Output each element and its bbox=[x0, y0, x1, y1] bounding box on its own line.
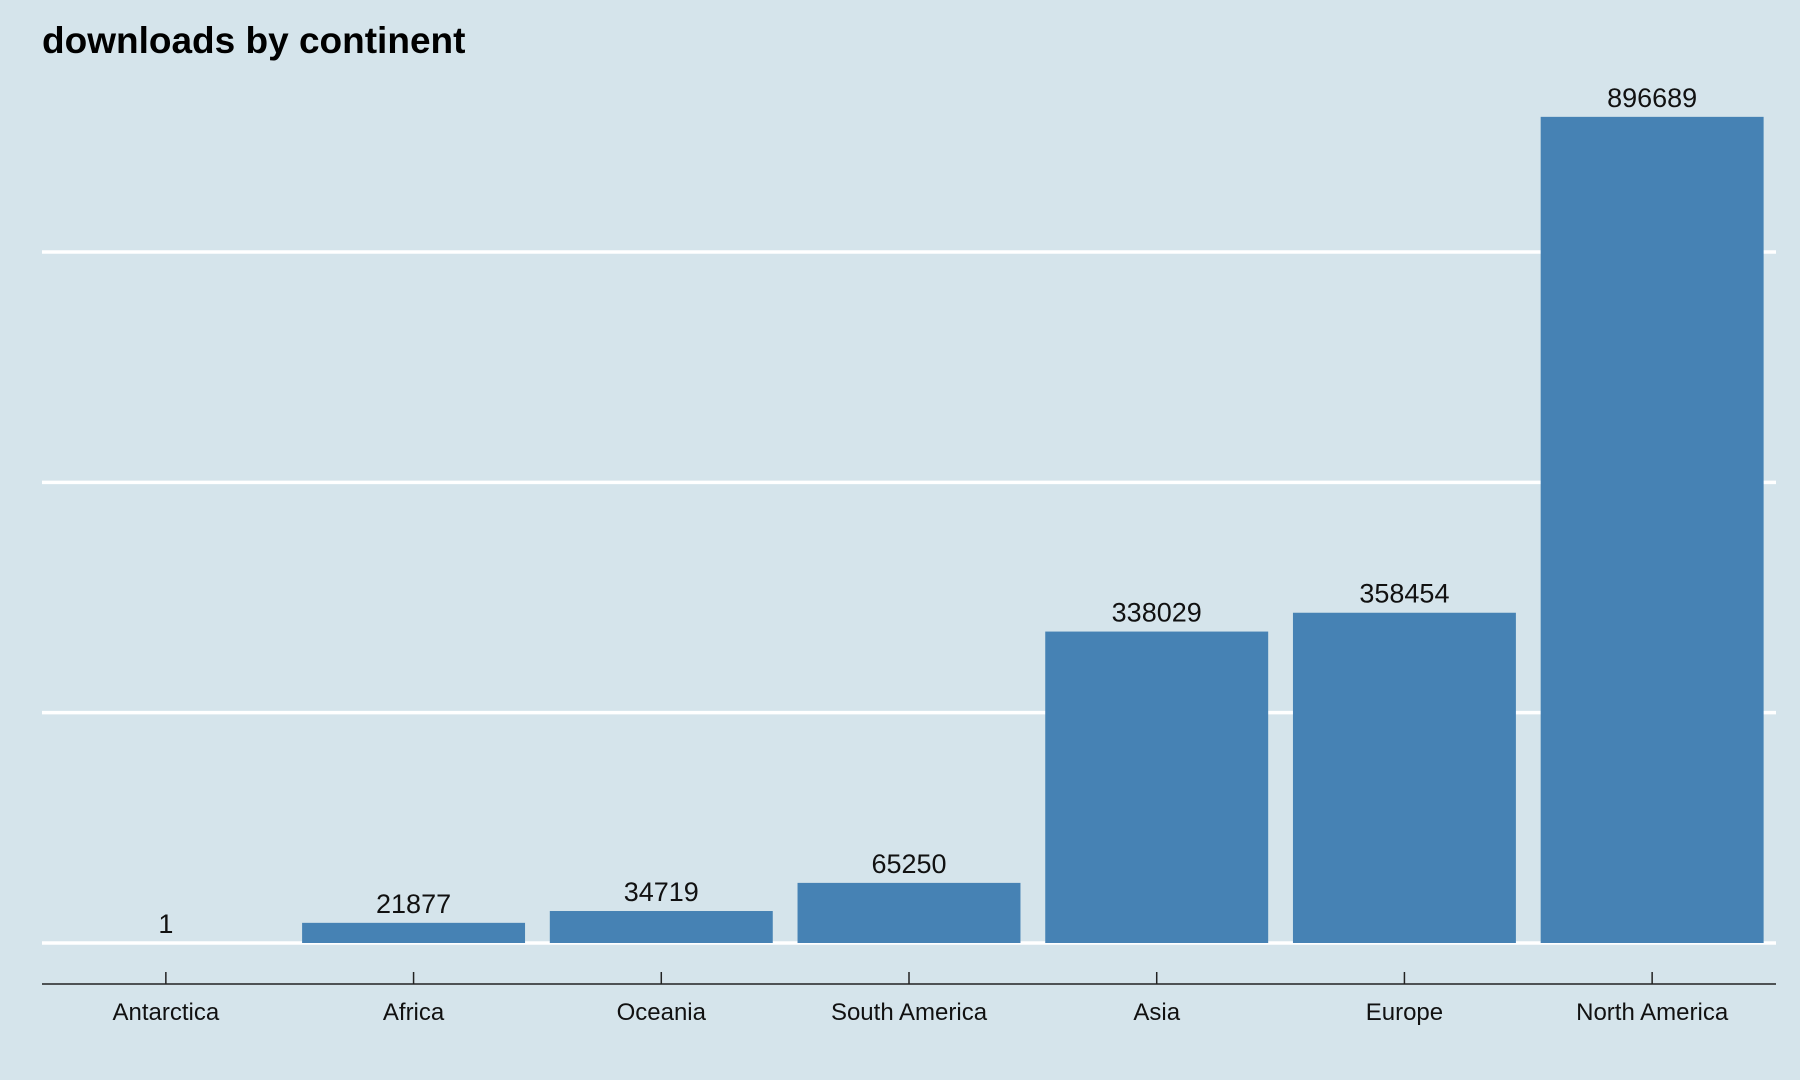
data-label: 338029 bbox=[1112, 598, 1202, 628]
chart-title: downloads by continent bbox=[42, 20, 466, 61]
bar-oceania bbox=[549, 911, 773, 943]
x-tick-label: Europe bbox=[1366, 999, 1443, 1026]
bar-south-america bbox=[797, 882, 1021, 943]
data-label: 896689 bbox=[1607, 83, 1697, 113]
x-tick-label: Africa bbox=[383, 999, 445, 1026]
bar-asia bbox=[1045, 631, 1269, 943]
bar-africa bbox=[302, 922, 526, 943]
bar-north-america bbox=[1540, 116, 1764, 944]
data-label: 21877 bbox=[376, 889, 451, 919]
x-tick-label: North America bbox=[1576, 999, 1729, 1026]
data-label: 358454 bbox=[1359, 579, 1449, 609]
data-label: 65250 bbox=[871, 849, 946, 879]
x-tick-label: South America bbox=[831, 999, 988, 1026]
data-label: 34719 bbox=[624, 877, 699, 907]
data-label: 1 bbox=[158, 909, 173, 939]
x-tick-label: Asia bbox=[1133, 999, 1180, 1026]
bar-europe bbox=[1292, 612, 1516, 943]
x-tick-label: Antarctica bbox=[112, 999, 219, 1026]
x-tick-label: Oceania bbox=[617, 999, 707, 1026]
